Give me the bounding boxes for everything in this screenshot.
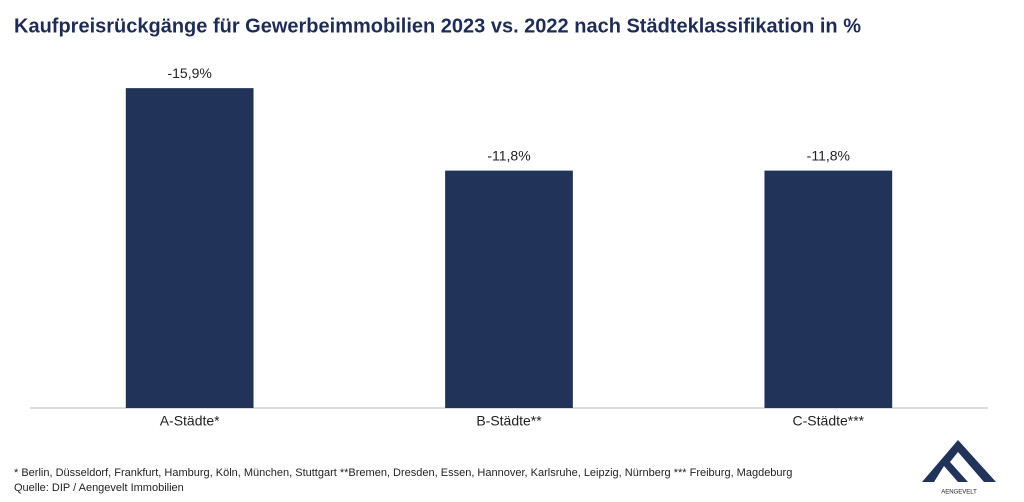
bar	[125, 88, 254, 409]
logo: AENGEVELT	[922, 440, 996, 496]
value-label: -11,8%	[487, 147, 530, 163]
value-label: -15,9%	[167, 65, 211, 81]
footnote: * Berlin, Düsseldorf, Frankfurt, Hamburg…	[14, 467, 792, 479]
value-label: -11,8%	[807, 147, 850, 163]
bar	[445, 170, 573, 408]
logo-text: AENGEVELT	[941, 490, 977, 496]
x-tick-label: B-Städte**	[476, 413, 542, 429]
bar	[764, 170, 893, 408]
chart-title: Kaufpreisrückgänge für Gewerbeimmobilien…	[14, 15, 861, 37]
x-tick-label: C-Städte***	[793, 413, 865, 429]
x-tick-label: A-Städte*	[160, 413, 220, 429]
source: Quelle: DIP / Aengevelt Immobilien	[14, 482, 184, 494]
logo-mark	[922, 440, 996, 482]
